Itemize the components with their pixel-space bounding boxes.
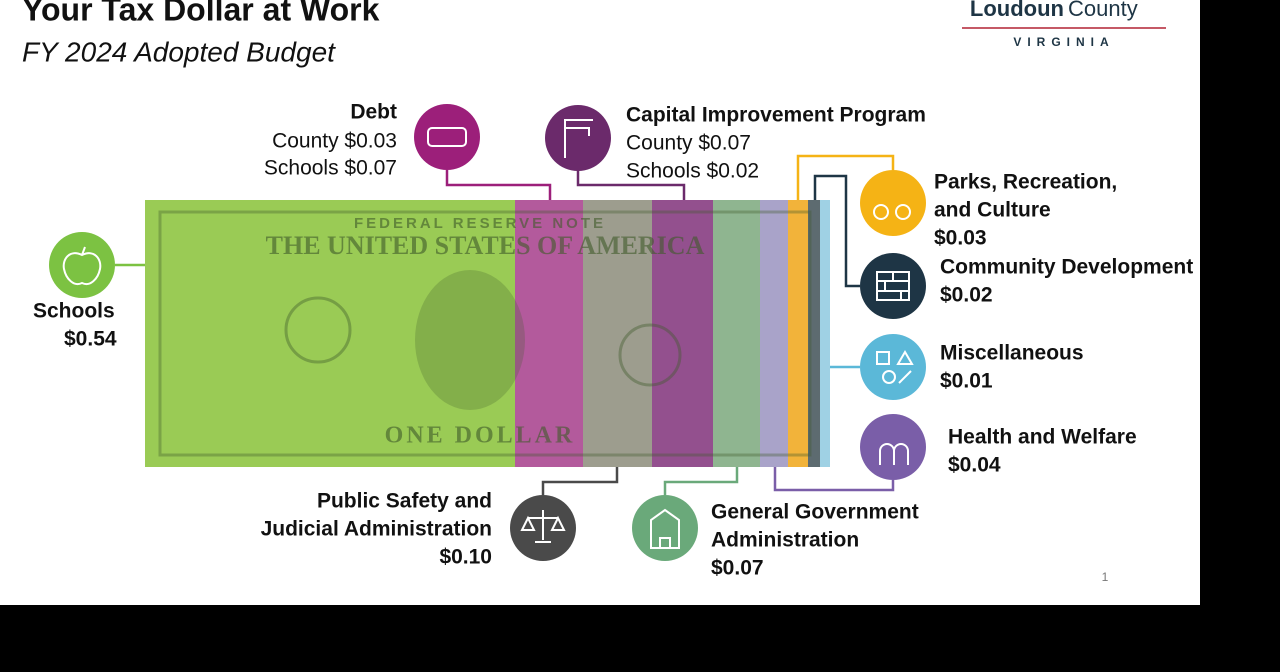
glyph — [873, 204, 889, 220]
icon-capital — [545, 105, 611, 171]
logo-name: County — [1068, 0, 1138, 21]
glyph — [427, 127, 467, 147]
band-schools — [145, 200, 515, 467]
icon-debt — [414, 104, 480, 170]
item-label: Capital Improvement Program — [626, 104, 926, 127]
icon-schools — [49, 232, 115, 298]
connectors — [115, 154, 895, 495]
item-label: and Culture — [934, 199, 1051, 222]
item-amount: $0.01 — [940, 370, 993, 393]
seal — [618, 323, 682, 387]
item-label: Debt — [350, 101, 397, 124]
item-label: Schools — [33, 300, 115, 323]
bricks-glyph — [876, 271, 910, 301]
connector — [773, 467, 895, 492]
band-capital — [652, 200, 713, 467]
dollar-bill: FEDERAL RESERVE NOTE THE UNITED STATES O… — [145, 200, 830, 467]
item-amount: $0.04 — [948, 454, 1001, 477]
item-label: Judicial Administration — [261, 518, 492, 541]
glyph — [895, 204, 911, 220]
connector — [663, 467, 739, 495]
item-detail: County $0.07 — [626, 132, 751, 155]
connector — [445, 170, 552, 200]
item-detail: County $0.03 — [272, 130, 397, 153]
bill-border — [158, 210, 812, 457]
item-label: Miscellaneous — [940, 342, 1084, 365]
band-health — [760, 200, 788, 467]
item-amount: $0.54 — [64, 328, 117, 351]
item-detail: Schools $0.02 — [626, 160, 759, 183]
connector — [541, 467, 619, 495]
item-label: Administration — [711, 529, 859, 552]
bill-text: ONE DOLLAR — [385, 423, 576, 449]
subtitle: FY 2024 Adopted Budget — [22, 36, 336, 67]
people-glyph — [879, 443, 909, 465]
connector — [796, 154, 895, 200]
band-community — [808, 200, 820, 467]
item-amount: $0.07 — [711, 557, 764, 580]
seal — [284, 296, 352, 364]
item-detail: Schools $0.07 — [264, 157, 397, 180]
item-label: Community Development — [940, 256, 1193, 279]
band-misc — [820, 200, 830, 467]
logo-state: VIRGINIA — [1013, 35, 1114, 49]
building-glyph — [650, 508, 680, 549]
item-label: Parks, Recreation, — [934, 171, 1117, 194]
item-amount: $0.10 — [439, 546, 492, 569]
item-label: Public Safety and — [317, 490, 492, 513]
bill-text: FEDERAL RESERVE NOTE — [354, 215, 606, 232]
band-debt — [515, 200, 583, 467]
item-amount: $0.02 — [940, 284, 993, 307]
title: Your Tax Dollar at Work — [22, 0, 380, 27]
band-parks — [788, 200, 808, 467]
connector — [813, 174, 860, 288]
scales-glyph — [520, 510, 566, 543]
icon-general-government — [632, 495, 698, 561]
item-label: Health and Welfare — [948, 426, 1137, 449]
item-amount: $0.03 — [934, 227, 987, 250]
logo-name-bold: Loudoun — [970, 0, 1064, 21]
portrait — [415, 270, 525, 410]
apple-glyph — [62, 246, 102, 285]
band-general-government — [713, 200, 760, 467]
page-number: 1 — [1102, 570, 1109, 584]
shapes-glyph — [876, 350, 914, 384]
band-public-safety — [583, 200, 652, 467]
connector — [576, 170, 686, 200]
icon-parks — [860, 170, 926, 236]
icon-misc — [860, 334, 926, 400]
item-label: General Government — [711, 501, 919, 524]
bill-text: THE UNITED STATES OF AMERICA — [266, 231, 705, 260]
icons — [49, 104, 926, 561]
icon-community — [860, 253, 926, 319]
crane-glyph — [564, 119, 593, 158]
